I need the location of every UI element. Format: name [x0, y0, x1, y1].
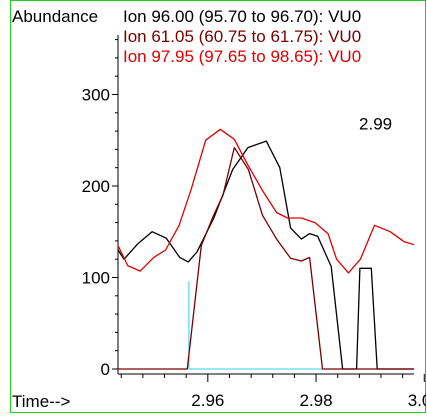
y-tick-label: 300 [82, 85, 110, 104]
series-line-1 [117, 140, 414, 370]
chromatogram-chart: Abundance Time--> Ion 96.00 (95.70 to 96… [10, 0, 427, 413]
y-tick-label: 100 [82, 268, 110, 287]
series-line-2 [118, 146, 414, 370]
x-tick-label: 3.00 [408, 391, 426, 410]
y-tick-label: 0 [101, 360, 110, 379]
peak-label: 2.99 [359, 115, 392, 134]
series-layer [117, 128, 415, 370]
x-axis-title: Time--> [12, 392, 70, 411]
legend-entry-3: Ion 97.95 (97.65 to 98.65): VU0 [123, 47, 361, 66]
legend-entry-2: Ion 61.05 (60.75 to 61.75): VU0 [123, 27, 361, 46]
y-axis-title: Abundance [12, 7, 98, 26]
chart-border [10, 0, 426, 413]
chart-frame: Abundance Time--> Ion 96.00 (95.70 to 96… [10, 0, 427, 413]
series-line-3 [117, 128, 415, 274]
legend-entry-1: Ion 96.00 (95.70 to 96.70): VU0 [123, 7, 361, 26]
x-tick-label: 2.96 [191, 391, 224, 410]
y-tick-label: 200 [82, 177, 110, 196]
marker-integration-baseline [188, 281, 323, 370]
x-tick-label: 2.98 [300, 391, 333, 410]
